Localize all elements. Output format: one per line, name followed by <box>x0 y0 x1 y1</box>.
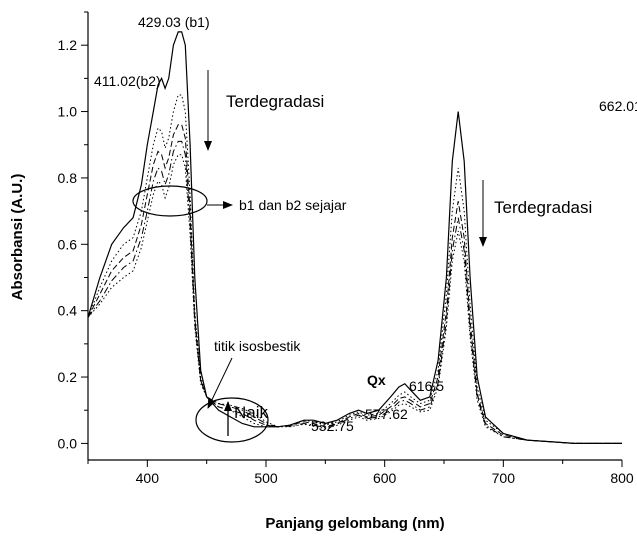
y-tick-label: 1.0 <box>58 104 78 120</box>
y-tick-label: 0.2 <box>58 369 78 385</box>
isosbestic-label: titik isosbestik <box>214 338 301 354</box>
axis-ticks: 400 500 600 700 800 0.0 0.2 0.4 0.6 0.8 1.0 1.2 <box>58 11 634 486</box>
y-tick-label: 1.2 <box>58 37 78 53</box>
parallel-label: b1 dan b2 sejajar <box>239 197 347 213</box>
y-tick-label: 0.0 <box>58 435 78 451</box>
spectrum-line-2 <box>87 94 622 444</box>
x-tick-label: 500 <box>254 470 278 486</box>
qx-label: Qx <box>367 372 386 388</box>
degraded-qy-label: Terdegradasi <box>494 198 592 217</box>
spectra-series <box>87 31 622 444</box>
peak-532-label: 532.75 <box>311 418 354 434</box>
spectrum-line-4 <box>87 140 622 444</box>
spectrum-line-1 <box>87 31 622 444</box>
y-tick-label: 0.4 <box>58 303 78 319</box>
plot-area <box>87 12 622 461</box>
parallel-highlight-ellipse <box>132 185 208 217</box>
peak-616-label: 616.5 <box>409 378 444 394</box>
peak-b2-label: 411.02(b2) <box>94 73 161 89</box>
peak-577-label: 577.62 <box>365 406 408 422</box>
y-axis-title: Absorbansi (A.U.) <box>9 174 26 301</box>
rise-label: Naik <box>234 403 269 422</box>
x-axis-title: Panjang gelombang (nm) <box>265 515 444 532</box>
x-tick-label: 400 <box>136 470 160 486</box>
isosbestic-arrow <box>207 357 233 409</box>
x-tick-label: 600 <box>373 470 397 486</box>
isosbestic-ellipse <box>195 397 269 443</box>
spectrum-line-5 <box>87 154 622 444</box>
x-tick-label: 700 <box>492 470 516 486</box>
peak-b1-label: 429.03 (b1) <box>138 14 210 30</box>
y-tick-label: 0.6 <box>58 236 78 252</box>
y-tick-label: 0.8 <box>58 170 78 186</box>
peak-qy-label: 662.01(Qy) <box>599 98 637 114</box>
degraded-soret-label: Terdegradasi <box>226 92 324 111</box>
spectrum-line-3 <box>87 124 622 444</box>
x-tick-label: 800 <box>610 470 634 486</box>
annotations: 429.03 (b1) 411.02(b2) Terdegradasi 662.… <box>94 14 637 443</box>
